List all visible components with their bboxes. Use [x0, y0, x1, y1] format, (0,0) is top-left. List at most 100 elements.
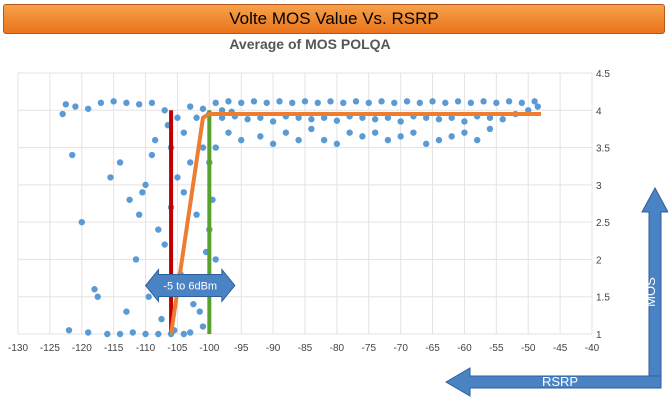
data-point — [534, 103, 541, 110]
y-tick-label: 4 — [596, 106, 602, 117]
annotation-arrow: -5 to 6dBm — [144, 268, 236, 303]
data-point — [180, 129, 188, 136]
data-point — [212, 99, 219, 107]
data-point — [199, 105, 207, 112]
data-point — [123, 99, 130, 107]
data-point — [212, 144, 219, 151]
chart-banner: Volte MOS Value Vs. RSRP — [3, 4, 665, 34]
data-point — [196, 308, 203, 315]
x-tick-label: -105 — [167, 343, 187, 354]
trend-line — [169, 112, 541, 335]
data-point — [65, 327, 73, 334]
data-point — [295, 136, 302, 144]
data-point — [263, 99, 270, 107]
x-tick-label: -85 — [298, 343, 313, 354]
data-point — [359, 114, 366, 121]
x-tick-label: -45 — [553, 343, 568, 354]
y-tick-label: 2.5 — [596, 218, 610, 229]
data-point — [493, 99, 500, 107]
data-point — [69, 151, 76, 159]
data-point — [333, 140, 341, 148]
data-point — [276, 98, 283, 105]
y-tick-label: 4.5 — [596, 69, 610, 80]
x-tick-label: -130 — [8, 343, 28, 354]
rsrp-arrow-icon — [445, 367, 662, 397]
annotation-label: -5 to 6dBm — [163, 281, 217, 293]
data-point — [282, 129, 290, 136]
data-point — [225, 129, 232, 136]
data-point — [410, 129, 417, 136]
data-point — [225, 98, 232, 105]
data-point — [59, 110, 66, 118]
data-point — [218, 107, 226, 114]
data-point — [448, 133, 455, 140]
data-point — [442, 99, 449, 107]
x-tick-label: -65 — [425, 343, 440, 354]
x-tick-label: -55 — [489, 343, 504, 354]
y-tick-labels: 1 1.5 2 2.5 3 3.5 4 4.5 — [596, 69, 610, 341]
data-point — [193, 114, 200, 121]
axis-arrows: MOS RSRP — [445, 186, 668, 397]
data-point — [435, 136, 443, 144]
data-point — [132, 256, 140, 263]
data-point — [193, 211, 200, 218]
data-point — [78, 218, 85, 226]
data-point — [72, 103, 79, 110]
data-point — [187, 329, 194, 336]
data-point — [301, 98, 309, 105]
y-tick-label: 1 — [596, 330, 602, 341]
data-point — [525, 107, 532, 114]
x-tick-label: -70 — [393, 343, 408, 354]
data-point — [212, 256, 219, 263]
data-point — [107, 174, 114, 181]
data-point — [308, 116, 315, 123]
data-point — [142, 181, 149, 189]
data-point — [257, 114, 264, 121]
data-point — [238, 136, 245, 144]
data-point — [422, 114, 430, 121]
x-tick-label: -120 — [72, 343, 92, 354]
data-point — [308, 125, 315, 133]
data-point — [422, 140, 430, 148]
data-point — [269, 118, 277, 125]
x-tick-label: -75 — [362, 343, 377, 354]
data-point — [320, 136, 328, 144]
data-point — [371, 116, 379, 123]
data-point — [94, 293, 101, 300]
data-point — [378, 98, 385, 105]
data-point — [174, 114, 181, 121]
data-point — [151, 136, 159, 144]
data-point — [474, 136, 481, 144]
data-point — [126, 196, 133, 203]
data-point — [84, 329, 92, 336]
chart-title: Average of MOS POLQA — [229, 36, 391, 52]
banner-title: Volte MOS Value Vs. RSRP — [229, 9, 439, 28]
data-point — [161, 107, 168, 114]
data-point — [129, 329, 136, 336]
data-point — [486, 125, 494, 133]
data-point — [499, 116, 506, 123]
data-point — [110, 98, 117, 105]
x-tick-label: -125 — [40, 343, 60, 354]
double-arrow-icon — [144, 268, 236, 303]
y-tick-label: 3.5 — [596, 144, 610, 155]
y-tick-label: 2 — [596, 255, 602, 266]
data-point — [142, 330, 149, 338]
data-point — [397, 118, 404, 125]
data-point — [461, 129, 468, 136]
data-point — [429, 98, 436, 105]
data-point — [135, 101, 143, 108]
data-point — [461, 118, 468, 125]
x-tick-label: -50 — [521, 343, 536, 354]
data-point — [320, 114, 328, 121]
data-point — [187, 103, 194, 110]
x-tick-label: -95 — [234, 343, 249, 354]
data-point — [244, 116, 251, 123]
data-point — [531, 98, 538, 105]
data-point — [158, 315, 165, 323]
x-tick-label: -40 — [585, 343, 600, 354]
data-point — [314, 99, 321, 107]
data-point — [269, 140, 277, 148]
data-point — [505, 98, 513, 105]
x-tick-label: -90 — [266, 343, 281, 354]
